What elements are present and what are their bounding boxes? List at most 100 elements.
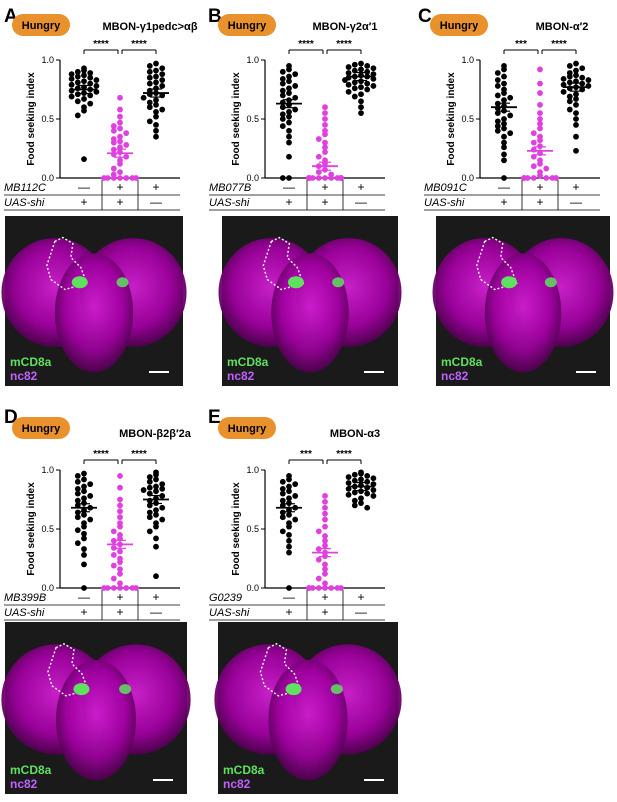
data-point — [501, 116, 507, 122]
data-point — [345, 81, 352, 88]
y-axis-label: Food seeking index — [26, 72, 37, 166]
genotype-symbol: + — [321, 180, 328, 194]
data-point — [370, 487, 377, 493]
panel-e: E Hungry MBON-α3 0.0 0.5 1.0 Food seeking inde… — [208, 407, 402, 794]
genotype-symbol: + — [285, 605, 292, 619]
data-point — [494, 127, 501, 134]
data-point — [566, 106, 573, 113]
data-point — [279, 528, 286, 535]
data-point — [530, 175, 537, 181]
data-point — [153, 85, 159, 92]
data-point — [87, 100, 94, 107]
mbon-signal — [332, 277, 345, 288]
data-point — [573, 133, 579, 140]
data-point — [358, 110, 364, 116]
data-point — [292, 481, 299, 488]
stain-label-nc82: nc82 — [441, 369, 469, 383]
genotype-symbol: + — [80, 605, 87, 619]
data-point — [146, 63, 153, 69]
data-point — [146, 99, 153, 106]
data-point — [74, 98, 81, 105]
data-point — [74, 540, 81, 547]
y-tick-label: 0.5 — [246, 114, 259, 124]
chart-title: MBON-α3 — [330, 428, 380, 440]
data-point — [117, 473, 123, 479]
data-point — [81, 535, 87, 542]
data-point — [159, 504, 166, 511]
y-axis-label: Food seeking index — [446, 72, 457, 166]
data-point — [146, 509, 153, 516]
data-point — [117, 559, 123, 565]
data-point — [153, 483, 159, 490]
data-point — [153, 573, 159, 580]
data-point — [566, 73, 573, 80]
data-point — [364, 63, 371, 69]
data-point — [279, 75, 286, 82]
condition-label: Hungry — [440, 20, 479, 32]
data-point — [501, 144, 507, 151]
data-point — [322, 104, 328, 111]
data-point — [81, 585, 87, 591]
data-point — [322, 523, 328, 530]
data-point — [153, 60, 159, 67]
condition-pill — [218, 417, 276, 439]
data-point — [537, 101, 543, 108]
sig-label: *** — [515, 39, 527, 50]
data-point — [153, 79, 159, 86]
data-point — [117, 570, 123, 577]
genotype-symbol: + — [321, 195, 328, 209]
data-point — [364, 478, 371, 485]
data-point — [146, 104, 153, 111]
data-point — [286, 119, 292, 126]
data-point — [507, 94, 514, 101]
data-point — [306, 585, 312, 591]
genotype-symbol: — — [498, 180, 510, 194]
genotype-symbol: — — [355, 195, 367, 209]
data-point — [123, 130, 130, 137]
data-point — [286, 139, 292, 146]
data-point — [579, 74, 586, 81]
data-point — [286, 175, 292, 181]
data-point — [494, 92, 501, 99]
data-point — [110, 175, 117, 181]
data-point — [322, 504, 328, 511]
data-point — [370, 493, 377, 499]
data-point — [74, 73, 81, 80]
genotype-symbol: — — [150, 605, 162, 619]
panel-b: B Hungry MBON-γ2α′1 0.0 0.5 1.0 Food seeking i… — [208, 6, 402, 386]
data-point — [153, 127, 159, 134]
data-point — [322, 149, 328, 155]
data-point — [537, 160, 543, 167]
data-point — [74, 79, 81, 86]
data-point — [537, 66, 543, 73]
data-point — [153, 511, 159, 518]
y-tick-label: 0.5 — [41, 524, 54, 534]
data-point — [117, 133, 123, 140]
data-point — [153, 101, 159, 108]
data-point — [68, 93, 75, 100]
data-point — [573, 122, 579, 128]
data-point — [501, 73, 507, 80]
data-point — [573, 116, 579, 122]
data-point — [159, 481, 166, 488]
data-point — [507, 112, 514, 119]
data-point — [345, 70, 352, 76]
data-point — [530, 163, 537, 170]
mushroom-body-outline — [47, 643, 89, 697]
data-point — [117, 169, 123, 176]
data-point — [342, 77, 348, 83]
data-point — [110, 127, 117, 134]
data-point — [117, 580, 123, 587]
y-tick-label: 0.5 — [461, 114, 474, 124]
data-point — [322, 116, 328, 122]
data-point — [81, 476, 87, 483]
data-point — [286, 488, 292, 495]
mbon-signal — [287, 276, 304, 289]
data-point — [110, 123, 117, 129]
data-point — [286, 109, 292, 115]
data-point — [110, 146, 117, 153]
y-axis-label: Food seeking index — [231, 482, 242, 576]
data-point — [74, 497, 81, 504]
